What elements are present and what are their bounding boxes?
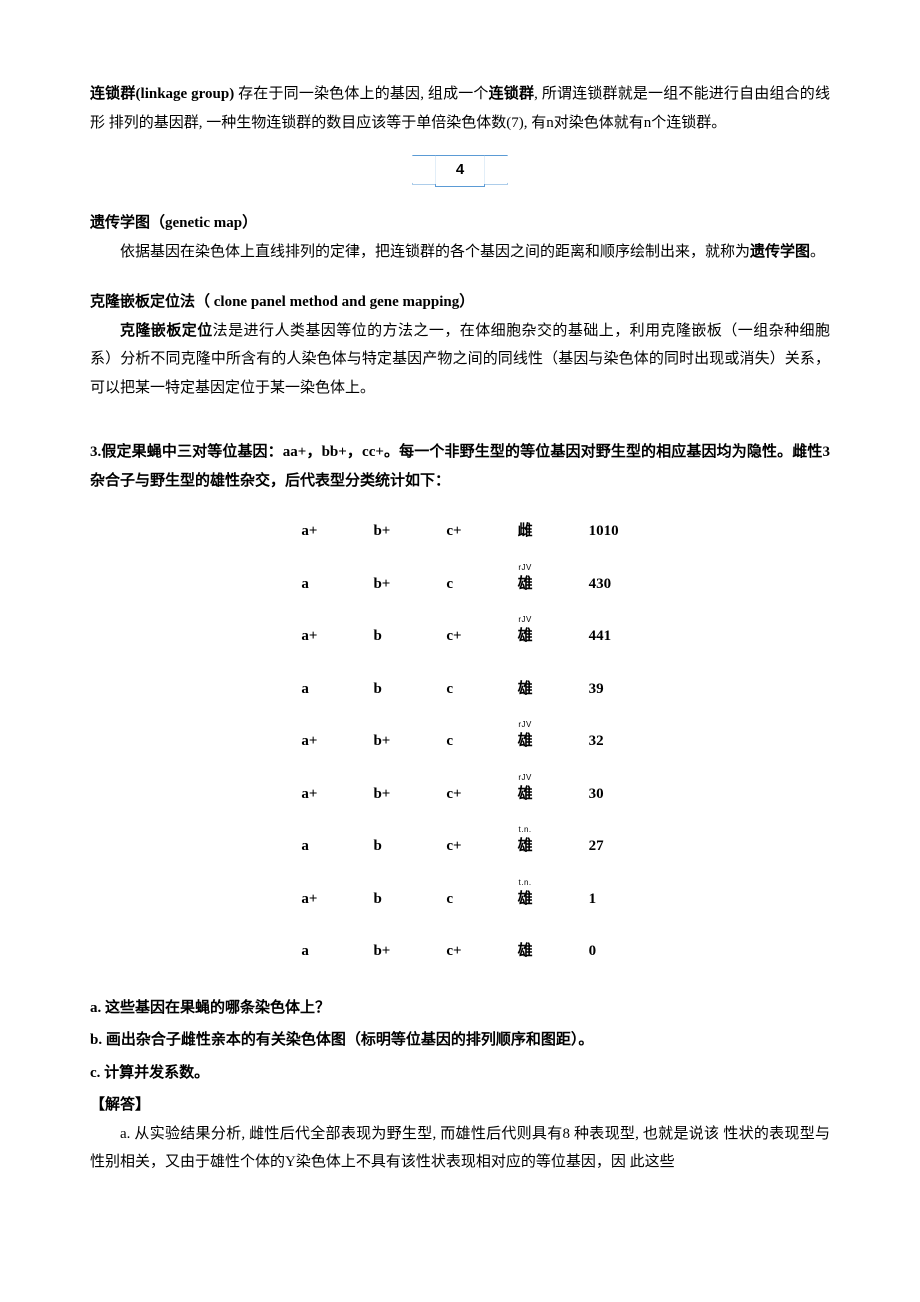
cell-gene: b <box>345 663 418 716</box>
cell-sex: rJV雄 <box>490 768 561 821</box>
table-row: a+bc+rJV雄441 <box>273 610 646 663</box>
cell-gene: c <box>418 663 489 716</box>
document-page: 连锁群(linkage group) 存在于同一染色体上的基因, 组成一个连锁群… <box>0 0 920 1241</box>
cell-gene: c <box>418 873 489 926</box>
question-stem: 3.假定果蝇中三对等位基因：aa+，bb+，cc+。每一个非野生型的等位基因对野… <box>90 438 830 495</box>
cell-sex: 雄 <box>490 925 561 978</box>
cell-count: 441 <box>561 610 647 663</box>
cell-gene: a+ <box>273 715 345 768</box>
cell-sex: rJV雄 <box>490 715 561 768</box>
cell-gene: b <box>345 820 418 873</box>
cell-count: 430 <box>561 558 647 611</box>
sub-question-a: a. 这些基因在果蝇的哪条染色体上？ <box>90 994 830 1023</box>
paragraph-clone-panel: 克隆嵌板定位法是进行人类基因等位的方法之一，在体细胞杂交的基础上，利用克隆嵌板（… <box>90 317 830 403</box>
table-row: abc雄39 <box>273 663 646 716</box>
table-row: ab+c+雄0 <box>273 925 646 978</box>
sub-question-c: c. 计算并发系数。 <box>90 1059 830 1088</box>
paragraph-genetic-map: 依据基因在染色体上直线排列的定律，把连锁群的各个基因之间的距离和顺序绘制出来，就… <box>90 238 830 267</box>
text-run: 。 <box>810 244 825 260</box>
phenotype-table: a+b+c+雌1010ab+crJV雄430a+bc+rJV雄441abc雄39… <box>273 505 646 978</box>
cell-gene: a+ <box>273 873 345 926</box>
cell-gene: c+ <box>418 610 489 663</box>
cell-count: 1010 <box>561 505 647 558</box>
cell-gene: b+ <box>345 925 418 978</box>
text-run: 存在于同一染色体上的基因, 组成一个 <box>234 86 488 102</box>
table-row: ab+crJV雄430 <box>273 558 646 611</box>
ribbon-badge: 4 <box>435 155 485 187</box>
cell-gene: c+ <box>418 925 489 978</box>
cell-count: 1 <box>561 873 647 926</box>
term-linkage-group-inline: 连锁群 <box>489 86 535 102</box>
cell-count: 0 <box>561 925 647 978</box>
cell-sex: rJV雄 <box>490 558 561 611</box>
cell-sex: t.n.雄 <box>490 820 561 873</box>
cell-gene: c+ <box>418 505 489 558</box>
heading-clone-panel: 克隆嵌板定位法（ clone panel method and gene map… <box>90 288 830 317</box>
table-row: a+b+crJV雄32 <box>273 715 646 768</box>
cell-gene: a+ <box>273 505 345 558</box>
cell-gene: a+ <box>273 768 345 821</box>
cell-gene: a+ <box>273 610 345 663</box>
cell-gene: b+ <box>345 768 418 821</box>
table-row: a+b+c+雌1010 <box>273 505 646 558</box>
cell-gene: c+ <box>418 768 489 821</box>
table-row: a+b+c+rJV雄30 <box>273 768 646 821</box>
cell-gene: b+ <box>345 715 418 768</box>
heading-genetic-map: 遗传学图（genetic map） <box>90 209 830 238</box>
cell-count: 32 <box>561 715 647 768</box>
cell-gene: c+ <box>418 820 489 873</box>
cell-gene: c <box>418 715 489 768</box>
cell-sex: t.n.雄 <box>490 873 561 926</box>
cell-gene: c <box>418 558 489 611</box>
question-text: 假定果蝇中三对等位基因：aa+，bb+，cc+。每一个非野生型的等位基因对野生型… <box>90 444 830 489</box>
term-genetic-map: 遗传学图 <box>750 244 810 260</box>
paragraph-linkage-group: 连锁群(linkage group) 存在于同一染色体上的基因, 组成一个连锁群… <box>90 80 830 137</box>
answer-label: 【解答】 <box>90 1091 830 1120</box>
sub-question-b: b. 画出杂合子雌性亲本的有关染色体图（标明等位基因的排列顺序和图距）。 <box>90 1026 830 1055</box>
question-number: 3. <box>90 444 101 460</box>
cell-gene: b <box>345 610 418 663</box>
table-row: a+bct.n.雄1 <box>273 873 646 926</box>
cell-gene: b+ <box>345 505 418 558</box>
cell-sex: 雌 <box>490 505 561 558</box>
cell-sex: rJV雄 <box>490 610 561 663</box>
cell-gene: b+ <box>345 558 418 611</box>
answer-paragraph-a: a. 从实验结果分析, 雌性后代全部表现为野生型, 而雄性后代则具有8 种表现型… <box>90 1120 830 1177</box>
cell-gene: a <box>273 820 345 873</box>
term-clone-panel: 克隆嵌板定位 <box>120 323 213 339</box>
term-linkage-group: 连锁群(linkage group) <box>90 86 234 102</box>
cell-count: 27 <box>561 820 647 873</box>
cell-gene: a <box>273 558 345 611</box>
cell-gene: b <box>345 873 418 926</box>
cell-count: 30 <box>561 768 647 821</box>
cell-sex: 雄 <box>490 663 561 716</box>
section-divider: 4 <box>90 155 830 187</box>
text-run: 依据基因在染色体上直线排列的定律，把连锁群的各个基因之间的距离和顺序绘制出来，就… <box>120 244 750 260</box>
cell-gene: a <box>273 663 345 716</box>
table-row: abc+t.n.雄27 <box>273 820 646 873</box>
sub-question-list: a. 这些基因在果蝇的哪条染色体上？ b. 画出杂合子雌性亲本的有关染色体图（标… <box>90 994 830 1088</box>
cell-count: 39 <box>561 663 647 716</box>
cell-gene: a <box>273 925 345 978</box>
